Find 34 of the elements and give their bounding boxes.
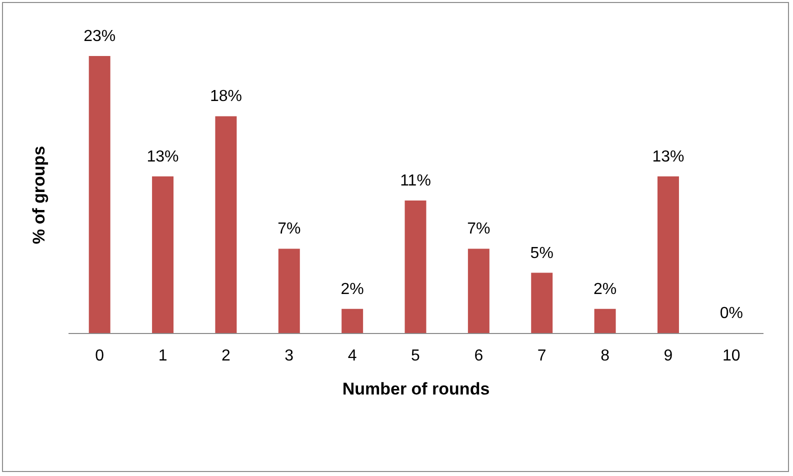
data-label: 18% xyxy=(210,88,242,106)
data-label: 7% xyxy=(467,220,490,238)
x-tick-label: 4 xyxy=(348,348,357,364)
bar xyxy=(468,248,490,333)
x-tick-label: 3 xyxy=(284,348,294,364)
data-label: 13% xyxy=(652,148,684,166)
x-axis-title: Number of rounds xyxy=(342,380,490,398)
x-tick-label: 9 xyxy=(664,348,673,364)
y-axis-title: % of groups xyxy=(30,146,48,244)
x-tick-label: 6 xyxy=(474,348,484,364)
data-label: 2% xyxy=(340,280,364,298)
data-label: 5% xyxy=(530,244,554,262)
x-tick-label: 7 xyxy=(537,348,546,364)
data-label: 13% xyxy=(146,148,179,166)
x-tick-label: 8 xyxy=(600,348,610,364)
bar xyxy=(657,176,679,333)
x-tick-label: 5 xyxy=(411,348,420,364)
data-label: 11% xyxy=(400,172,431,190)
bar xyxy=(342,308,364,333)
bar xyxy=(88,56,110,333)
x-tick-label: 2 xyxy=(222,348,230,364)
bar xyxy=(152,176,174,333)
bar xyxy=(278,248,300,333)
bar xyxy=(215,116,237,333)
x-tick-label: 10 xyxy=(722,348,740,364)
bar xyxy=(594,308,616,333)
data-label: 7% xyxy=(278,220,301,238)
bar xyxy=(404,200,426,333)
data-label: 2% xyxy=(593,280,617,298)
data-label: 0% xyxy=(720,305,743,322)
x-tick-label: 1 xyxy=(158,348,168,364)
data-label: 23% xyxy=(84,28,116,45)
x-tick-label: 0 xyxy=(95,348,104,364)
bar xyxy=(531,272,553,333)
